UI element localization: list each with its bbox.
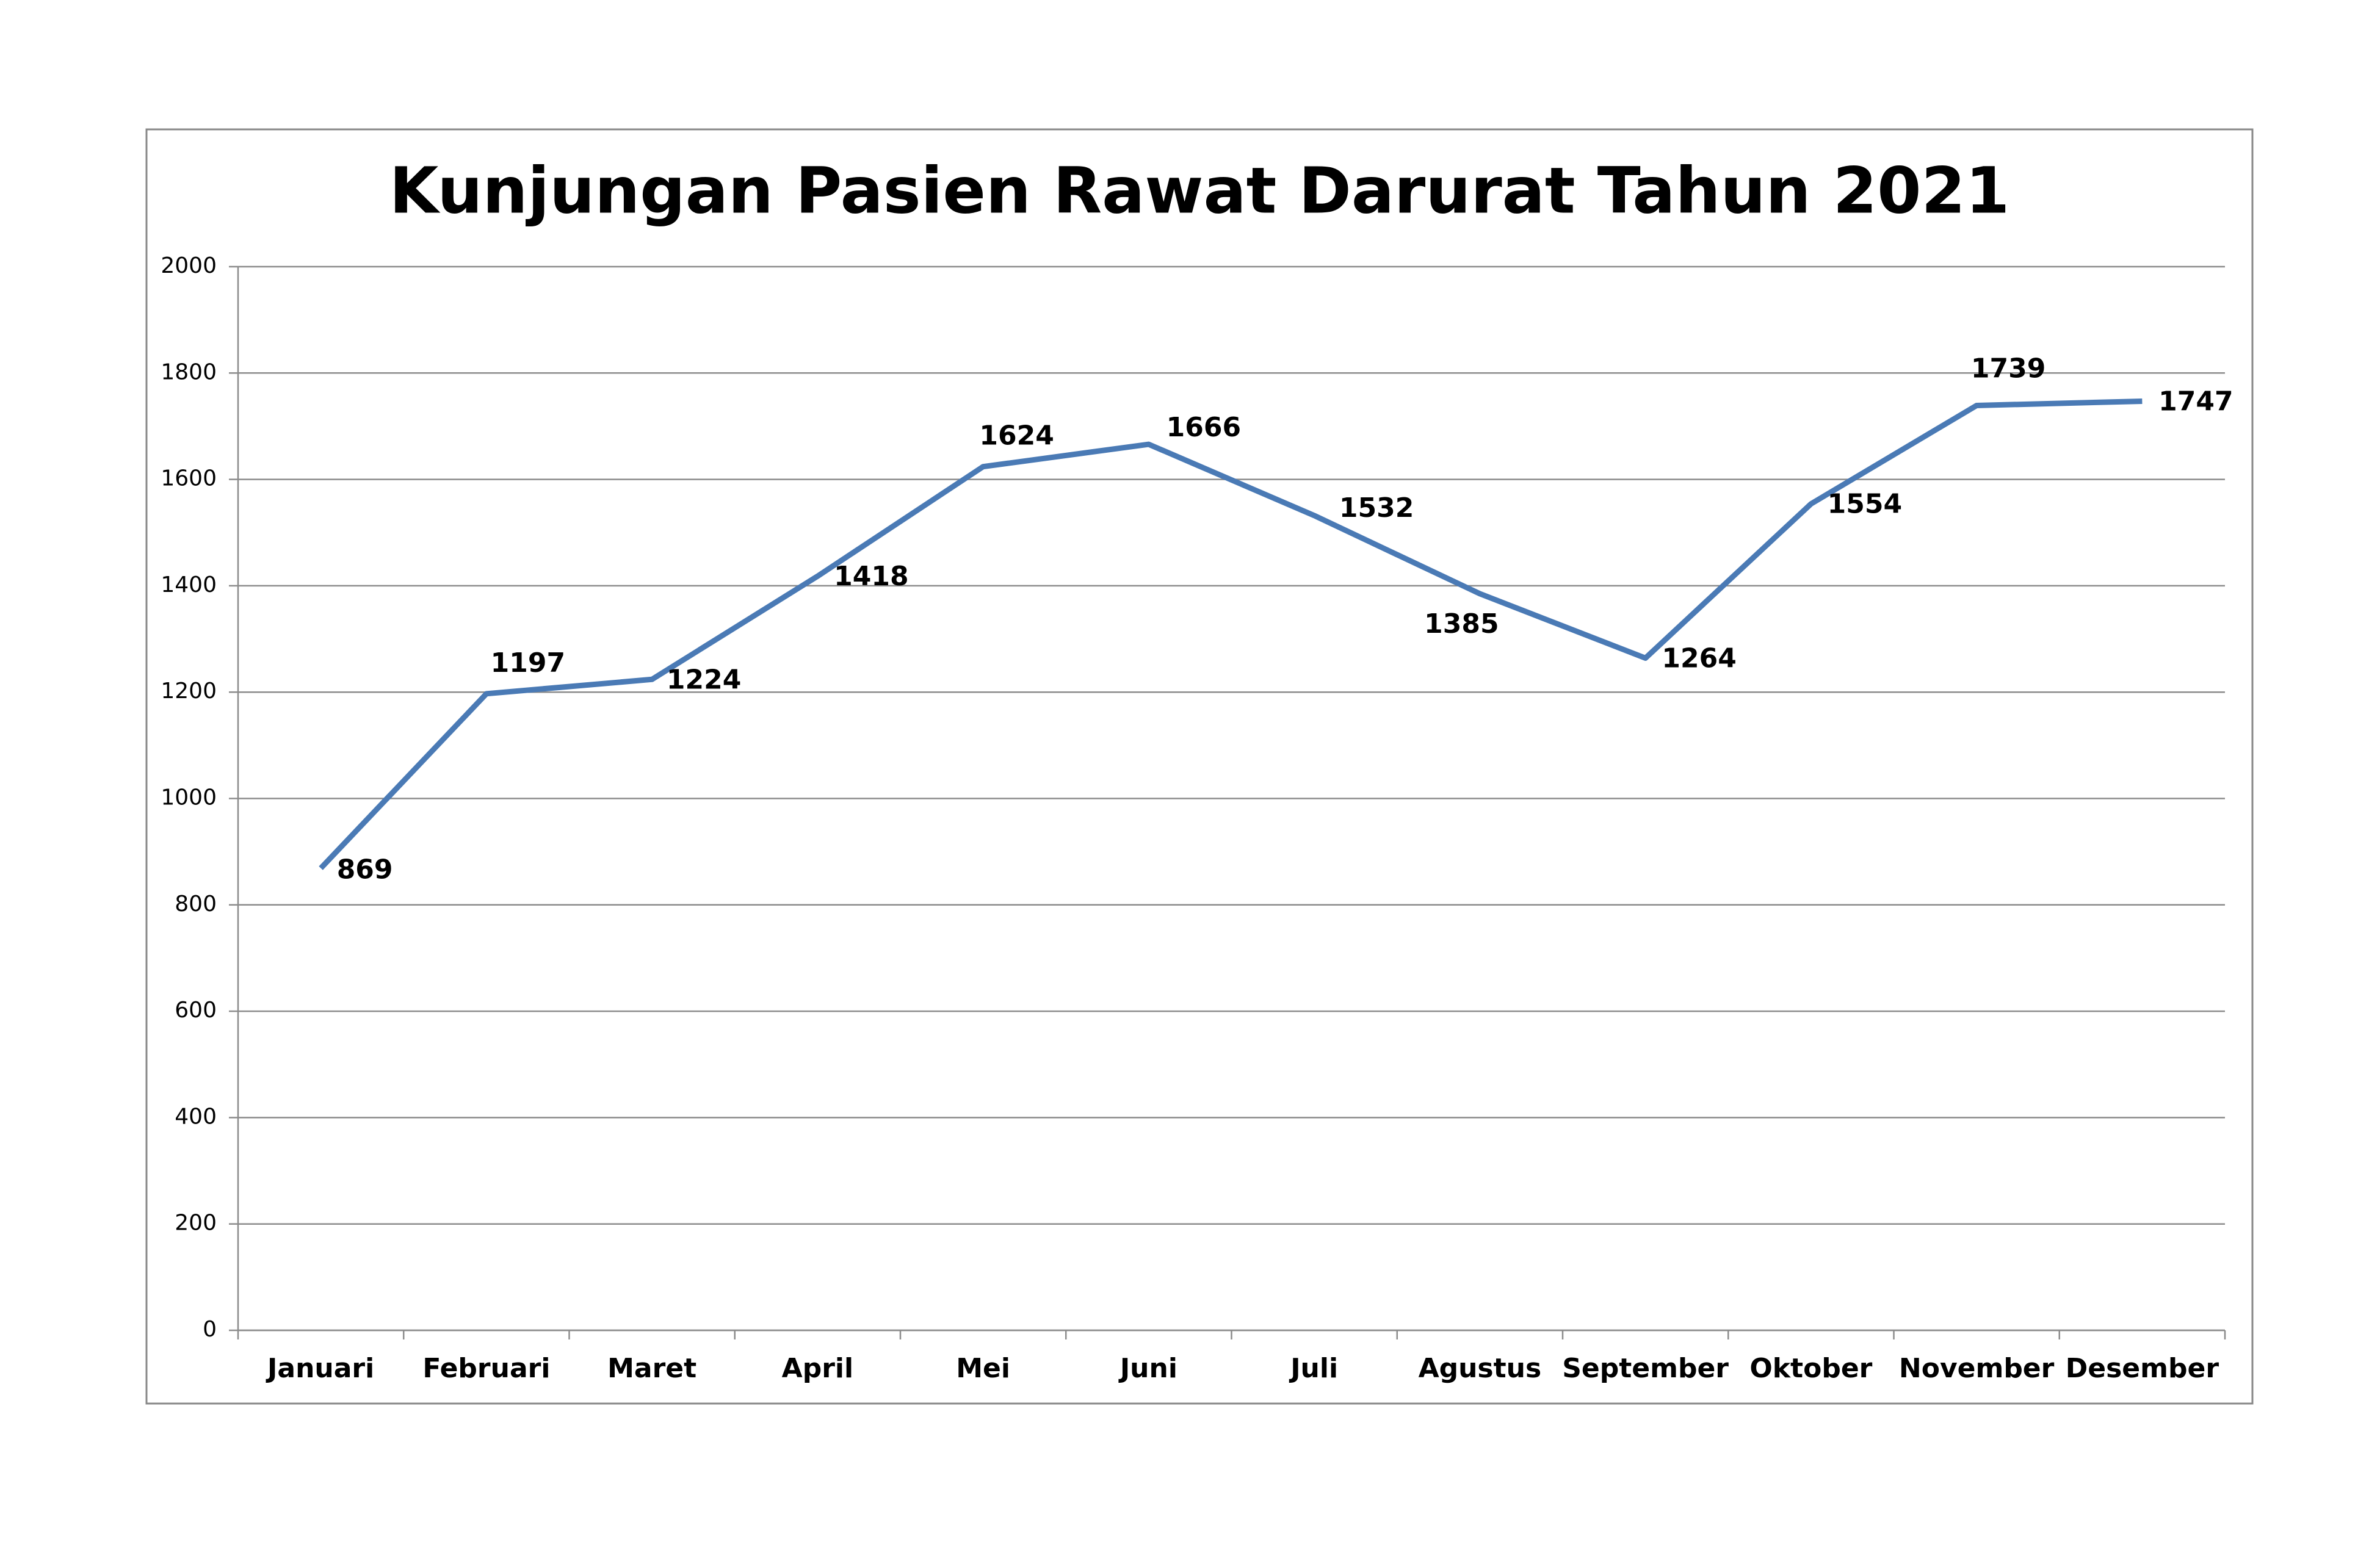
data-line xyxy=(319,398,2143,870)
x-tick-label: Desember xyxy=(2066,1353,2219,1384)
y-tick-label: 600 xyxy=(175,998,217,1023)
x-tick-label: November xyxy=(1899,1353,2055,1384)
y-tick-label: 400 xyxy=(175,1104,217,1129)
data-label: 1264 xyxy=(1662,643,1736,674)
x-tick-label: Maret xyxy=(607,1353,696,1384)
data-label: 1739 xyxy=(1971,353,2045,384)
y-tick-label: 0 xyxy=(203,1317,217,1342)
x-tick-label: April xyxy=(782,1353,853,1384)
x-tick-label: Mei xyxy=(956,1353,1010,1384)
y-tick-label: 1800 xyxy=(161,359,217,384)
x-tick-label: Juni xyxy=(1118,1353,1177,1384)
y-tick-label: 800 xyxy=(175,892,217,917)
x-tick-label: Agustus xyxy=(1419,1353,1542,1384)
y-tick-label: 1200 xyxy=(161,679,217,704)
y-tick-label: 2000 xyxy=(161,253,217,278)
chart-title: Kunjungan Pasien Rawat Darurat Tahun 202… xyxy=(389,153,2010,228)
x-tick-label: September xyxy=(1562,1353,1729,1384)
x-tick-label: Januari xyxy=(266,1353,374,1384)
data-label: 869 xyxy=(337,854,393,885)
data-label: 1666 xyxy=(1166,412,1241,443)
y-tick-label: 1000 xyxy=(161,785,217,810)
data-label: 1624 xyxy=(979,420,1054,452)
y-tick-label: 1400 xyxy=(161,572,217,597)
y-tick-label: 1600 xyxy=(161,466,217,491)
data-label: 1532 xyxy=(1339,492,1414,524)
y-tick-label: 200 xyxy=(175,1211,217,1236)
data-label: 1418 xyxy=(834,561,908,592)
data-label: 1554 xyxy=(1828,489,1902,520)
x-tick-label: Februari xyxy=(422,1353,550,1384)
chart-border xyxy=(145,128,2254,1405)
data-label: 1197 xyxy=(491,647,565,679)
x-tick-label: Oktober xyxy=(1749,1353,1872,1384)
x-tick-label: Juli xyxy=(1289,1353,1338,1384)
data-label: 1747 xyxy=(2158,386,2233,417)
data-label: 1385 xyxy=(1424,608,1499,640)
data-label: 1224 xyxy=(667,664,741,695)
